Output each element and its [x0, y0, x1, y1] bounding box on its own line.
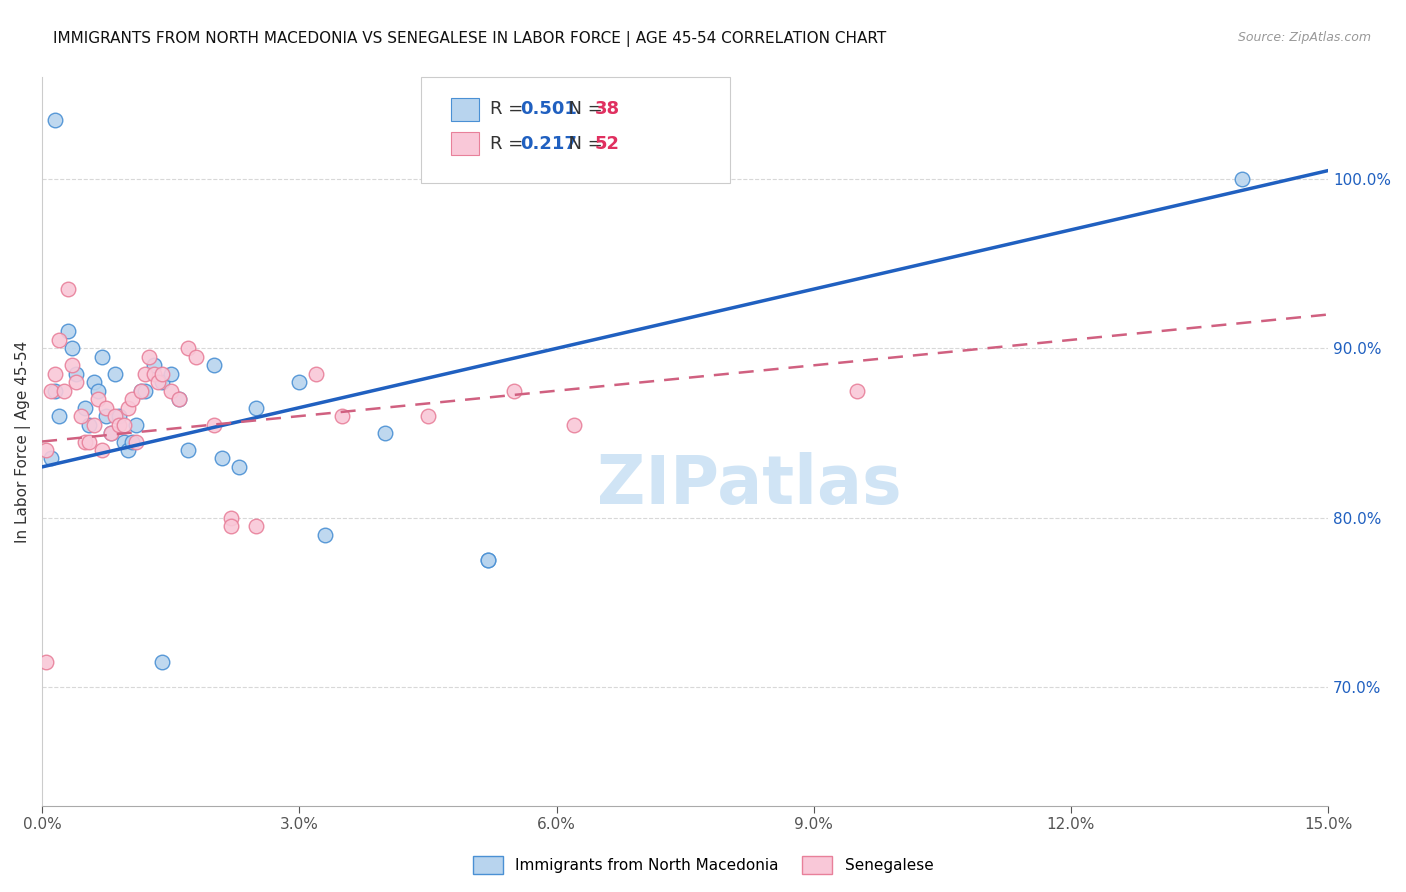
Point	[150, 655, 173, 669]
FancyBboxPatch shape	[422, 78, 730, 183]
Point	[77, 434, 100, 449]
Point	[169, 392, 191, 407]
Point	[44, 384, 66, 398]
Point	[134, 367, 156, 381]
Text: 0.501: 0.501	[520, 101, 578, 119]
Text: R =: R =	[489, 135, 529, 153]
Point	[219, 510, 242, 524]
Point	[134, 384, 156, 398]
Point	[125, 417, 148, 432]
Point	[245, 519, 267, 533]
Text: R =: R =	[489, 101, 529, 119]
Text: 0.217: 0.217	[520, 135, 578, 153]
Point	[39, 451, 62, 466]
Point	[562, 417, 585, 432]
Point	[39, 384, 62, 398]
Point	[305, 367, 328, 381]
Point	[65, 376, 87, 390]
Point	[91, 442, 114, 457]
Text: IMMIGRANTS FROM NORTH MACEDONIA VS SENEGALESE IN LABOR FORCE | AGE 45-54 CORRELA: IMMIGRANTS FROM NORTH MACEDONIA VS SENEG…	[53, 31, 887, 47]
Point	[314, 527, 336, 541]
Point	[52, 384, 75, 398]
Point	[56, 325, 79, 339]
Text: Source: ZipAtlas.com: Source: ZipAtlas.com	[1237, 31, 1371, 45]
Point	[56, 282, 79, 296]
Point	[87, 384, 110, 398]
Point	[48, 333, 70, 347]
Point	[117, 401, 139, 415]
FancyBboxPatch shape	[451, 132, 479, 155]
Point	[211, 451, 233, 466]
Point	[73, 434, 96, 449]
Point	[60, 342, 83, 356]
Text: ZIPatlas: ZIPatlas	[598, 452, 901, 518]
Legend: Immigrants from North Macedonia, Senegalese: Immigrants from North Macedonia, Senegal…	[467, 850, 939, 880]
Text: 38: 38	[595, 101, 620, 119]
Point	[330, 409, 353, 423]
Point	[150, 367, 173, 381]
Point	[100, 425, 122, 440]
Text: 52: 52	[595, 135, 620, 153]
Point	[416, 409, 439, 423]
FancyBboxPatch shape	[451, 98, 479, 121]
Point	[121, 392, 143, 407]
Point	[477, 553, 499, 567]
Point	[142, 359, 165, 373]
Point	[96, 409, 118, 423]
Point	[108, 417, 131, 432]
Point	[44, 112, 66, 127]
Point	[245, 401, 267, 415]
Point	[129, 384, 152, 398]
Point	[159, 384, 181, 398]
Point	[60, 359, 83, 373]
Point	[77, 417, 100, 432]
Text: N =: N =	[557, 101, 607, 119]
Point	[219, 519, 242, 533]
Point	[159, 367, 181, 381]
Point	[83, 376, 105, 390]
Point	[65, 367, 87, 381]
Point	[186, 350, 208, 364]
Point	[69, 409, 91, 423]
Text: N =: N =	[557, 135, 607, 153]
Point	[83, 417, 105, 432]
Point	[138, 350, 160, 364]
Point	[202, 417, 225, 432]
Point	[502, 384, 524, 398]
Point	[117, 442, 139, 457]
Point	[91, 350, 114, 364]
Point	[104, 409, 127, 423]
Point	[288, 376, 311, 390]
Point	[96, 401, 118, 415]
Point	[1232, 172, 1254, 186]
Point	[845, 384, 868, 398]
Point	[374, 425, 396, 440]
Point	[104, 367, 127, 381]
Point	[108, 409, 131, 423]
Point	[146, 376, 169, 390]
Point	[87, 392, 110, 407]
Point	[35, 442, 58, 457]
Point	[73, 401, 96, 415]
Point	[121, 434, 143, 449]
Point	[169, 392, 191, 407]
Point	[112, 434, 135, 449]
Point	[44, 367, 66, 381]
Point	[35, 655, 58, 669]
Point	[477, 553, 499, 567]
Y-axis label: In Labor Force | Age 45-54: In Labor Force | Age 45-54	[15, 341, 31, 542]
Point	[142, 367, 165, 381]
Point	[125, 434, 148, 449]
Point	[48, 409, 70, 423]
Point	[202, 359, 225, 373]
Point	[228, 459, 250, 474]
Point	[100, 425, 122, 440]
Point	[177, 442, 200, 457]
Point	[129, 384, 152, 398]
Point	[177, 342, 200, 356]
Point	[150, 376, 173, 390]
Point	[112, 417, 135, 432]
